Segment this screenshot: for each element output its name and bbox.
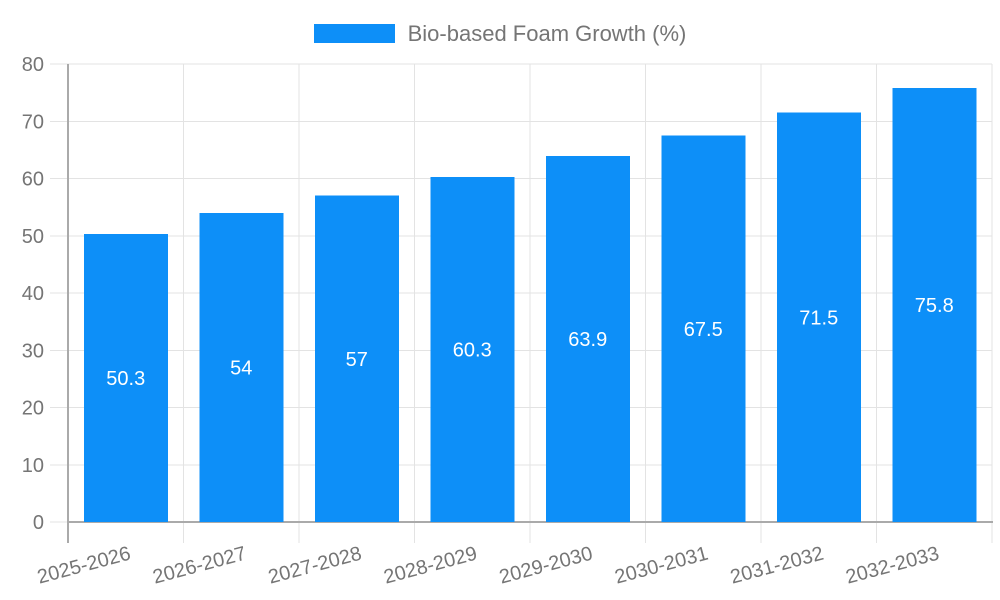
legend: Bio-based Foam Growth (%): [0, 21, 1000, 46]
legend-swatch: [313, 24, 395, 43]
y-tick-label: 60: [22, 169, 44, 191]
x-tick-label: 2030-2031: [612, 543, 710, 589]
bar-value-label: 50.3: [106, 368, 145, 390]
bar-value-label: 71.5: [799, 307, 838, 329]
bar-2026-2027: [199, 212, 284, 522]
bar-2025-2026: [83, 234, 168, 522]
x-tick-label: 2026-2027: [150, 543, 248, 589]
y-tick-label: 10: [22, 455, 44, 477]
x-tick-label: 2025-2026: [35, 543, 133, 589]
x-tick-label: 2029-2030: [497, 543, 595, 589]
bar-value-label: 75.8: [915, 295, 954, 317]
x-tick-label: 2028-2029: [381, 543, 479, 589]
bar-value-label: 63.9: [568, 329, 607, 351]
y-tick-label: 70: [22, 111, 44, 133]
y-tick-label: 80: [22, 54, 44, 76]
y-tick-label: 0: [33, 512, 44, 534]
bar-2031-2032: [776, 112, 861, 522]
bar-2029-2030: [545, 156, 630, 523]
x-tick-label: 2031-2032: [728, 543, 826, 589]
bar-value-label: 60.3: [453, 339, 492, 361]
bar-value-label: 54: [230, 357, 252, 379]
bar-value-label: 57: [346, 349, 368, 371]
x-tick-label: 2027-2028: [266, 543, 364, 589]
bar-2032-2033: [892, 88, 977, 523]
y-tick-label: 40: [22, 283, 44, 305]
legend-label: Bio-based Foam Growth (%): [407, 20, 687, 46]
x-tick-label: 2032-2033: [843, 543, 941, 589]
bar-2030-2031: [661, 135, 746, 522]
y-tick-label: 20: [22, 398, 44, 420]
bar-2027-2028: [314, 195, 399, 523]
bar-2028-2029: [430, 176, 515, 522]
bar-value-label: 67.5: [684, 319, 723, 341]
y-tick-label: 30: [22, 340, 44, 362]
y-tick-label: 50: [22, 226, 44, 248]
